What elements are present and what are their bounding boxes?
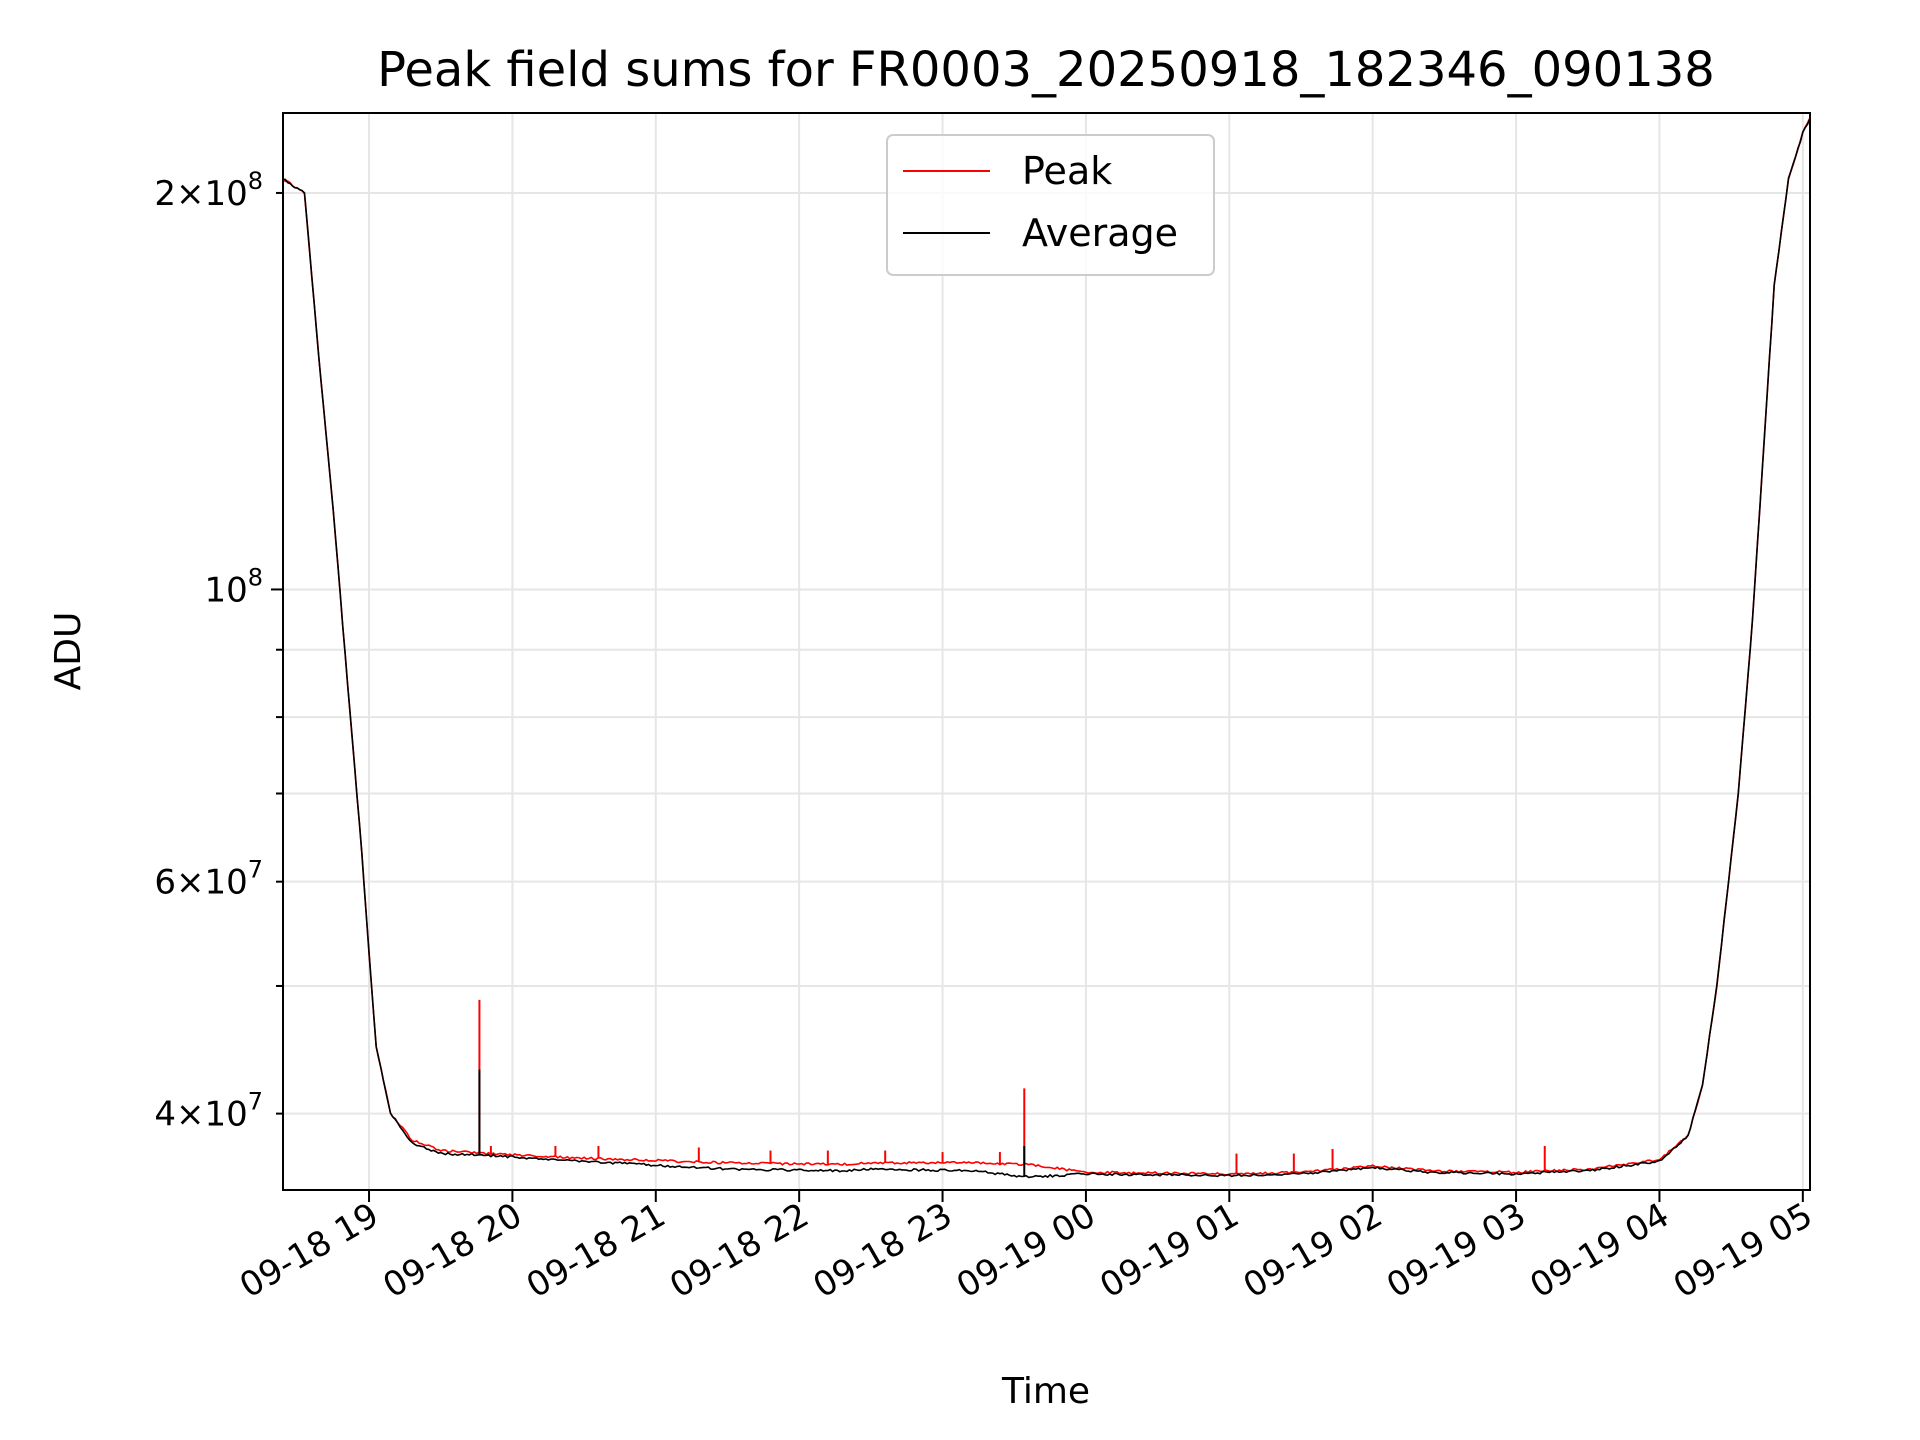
plot-area	[282, 112, 1811, 1191]
x-axis-label: Time	[1001, 1371, 1090, 1412]
legend-label-average: Average	[1022, 211, 1178, 255]
legend: Peak Average	[886, 134, 1215, 276]
y-tick-label-2e8: 2×108	[154, 167, 263, 214]
series-line-average	[283, 118, 1810, 1179]
y-tick-label-4e7: 4×107	[154, 1088, 263, 1135]
grid	[283, 113, 1810, 1190]
y-axis-label: ADU	[48, 612, 89, 691]
series-average	[283, 118, 1810, 1179]
axes-background	[283, 113, 1810, 1190]
series-line-peak	[283, 117, 1810, 1176]
axes-frame	[282, 112, 1811, 1191]
legend-label-peak: Peak	[1022, 149, 1112, 193]
chart-title: Peak field sums for FR0003_20250918_1823…	[377, 42, 1715, 98]
y-tick-label-6e7: 6×107	[154, 856, 263, 903]
series	[283, 117, 1810, 1179]
